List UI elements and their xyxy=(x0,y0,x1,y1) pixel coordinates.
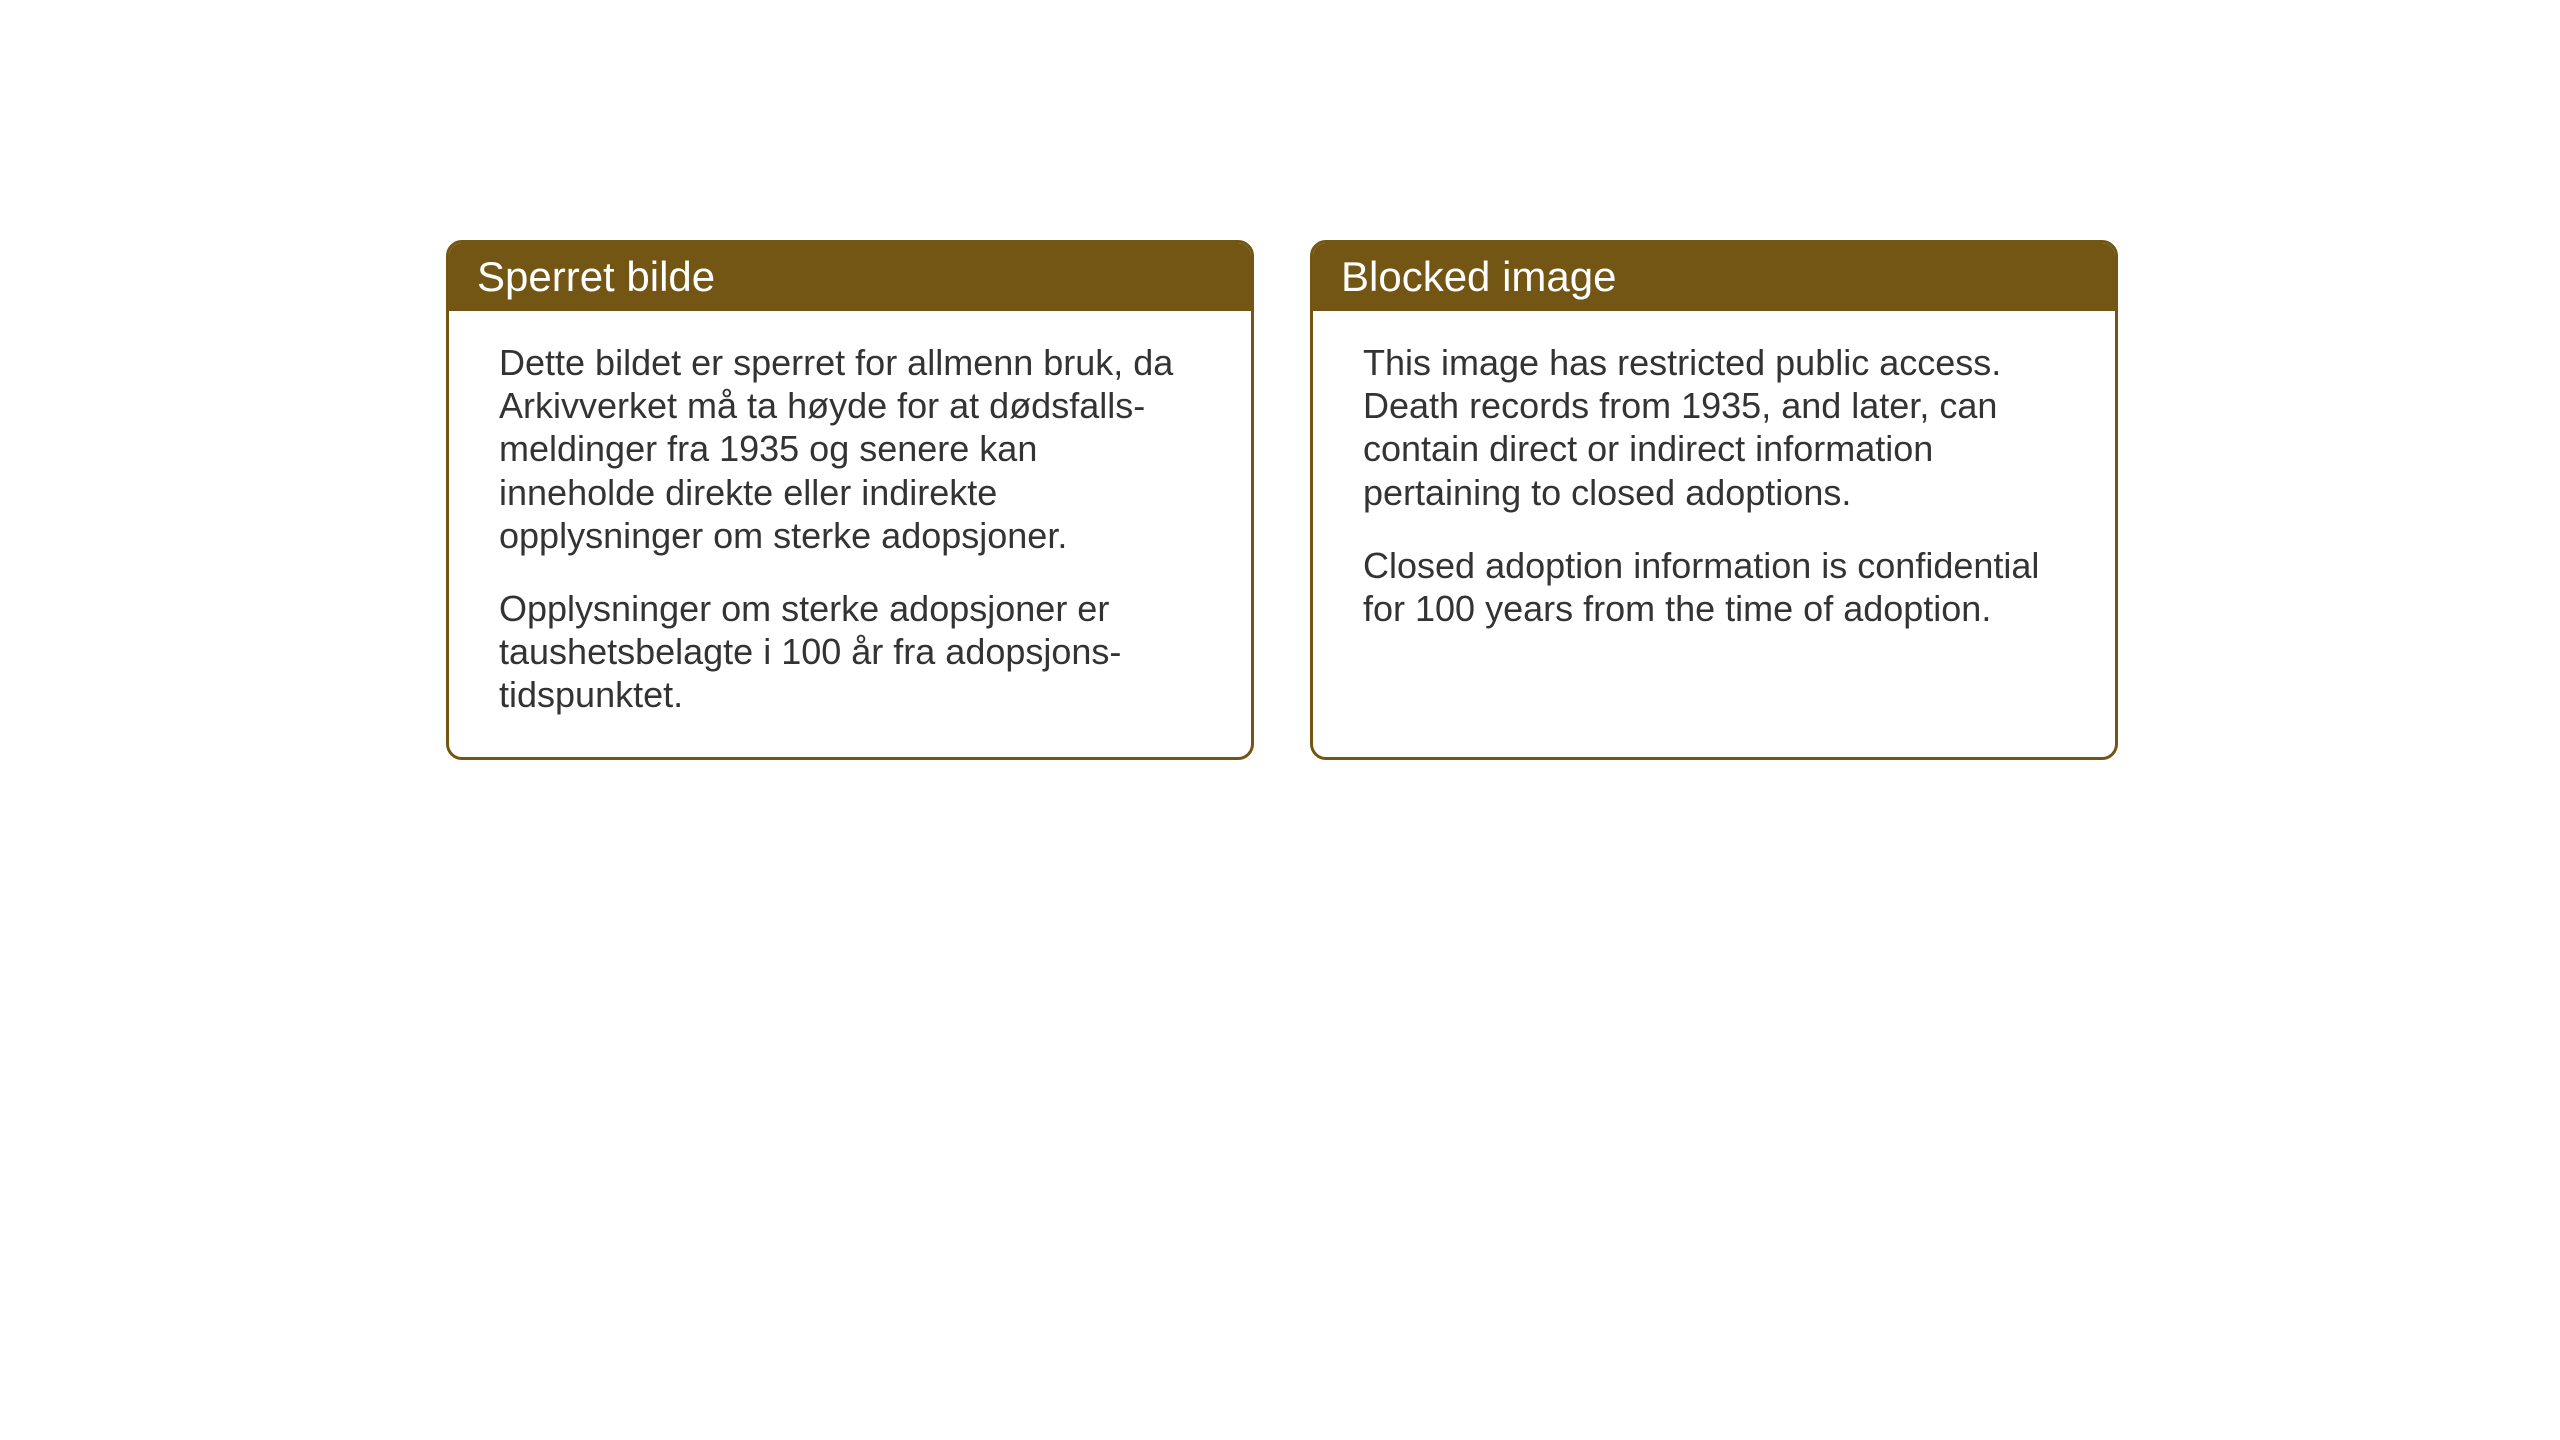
english-card-body: This image has restricted public access.… xyxy=(1313,311,2115,670)
english-paragraph-2: Closed adoption information is confident… xyxy=(1363,544,2065,630)
norwegian-card-header: Sperret bilde xyxy=(449,243,1251,311)
notice-container: Sperret bilde Dette bildet er sperret fo… xyxy=(446,240,2118,760)
norwegian-card-body: Dette bildet er sperret for allmenn bruk… xyxy=(449,311,1251,757)
english-paragraph-1: This image has restricted public access.… xyxy=(1363,341,2065,514)
norwegian-notice-card: Sperret bilde Dette bildet er sperret fo… xyxy=(446,240,1254,760)
norwegian-card-title: Sperret bilde xyxy=(477,253,715,300)
norwegian-paragraph-1: Dette bildet er sperret for allmenn bruk… xyxy=(499,341,1201,557)
norwegian-paragraph-2: Opplysninger om sterke adopsjoner er tau… xyxy=(499,587,1201,717)
english-notice-card: Blocked image This image has restricted … xyxy=(1310,240,2118,760)
english-card-header: Blocked image xyxy=(1313,243,2115,311)
english-card-title: Blocked image xyxy=(1341,253,1616,300)
